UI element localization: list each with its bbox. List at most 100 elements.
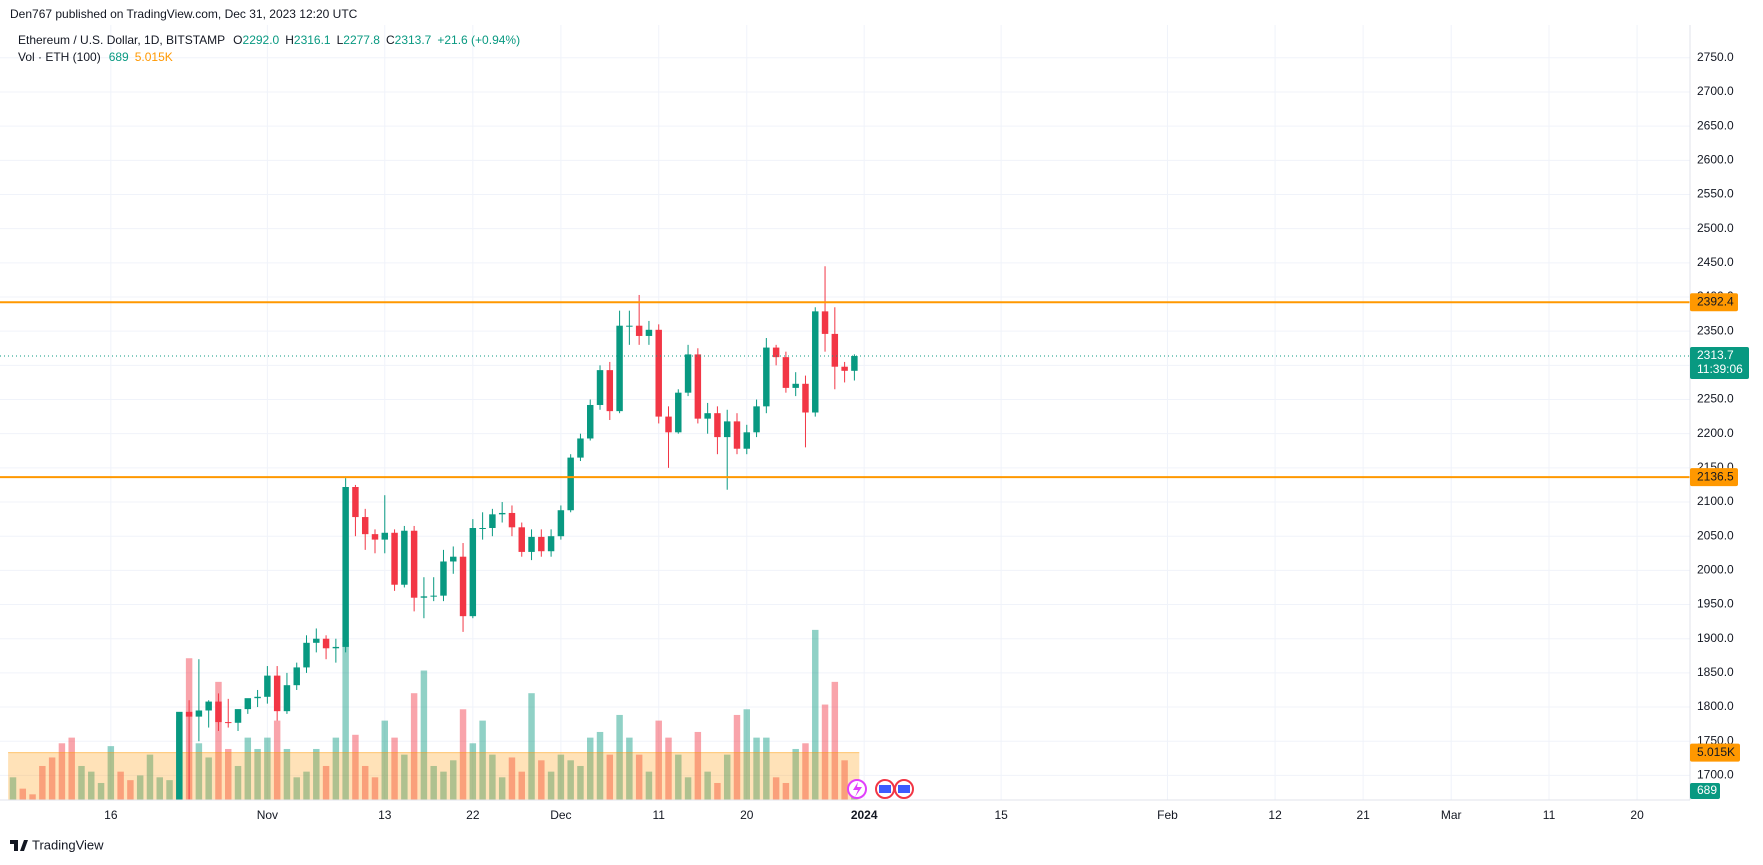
- x-tick-label: 11: [652, 808, 665, 822]
- candle-body: [694, 354, 702, 419]
- volume-bar: [166, 780, 173, 800]
- volume-bar: [802, 743, 809, 800]
- volume-bar: [518, 771, 525, 800]
- legend-field-value: 2277.8: [343, 33, 380, 47]
- candle-body: [29, 821, 35, 822]
- candle-body: [479, 527, 486, 529]
- volume-bar: [831, 681, 839, 800]
- volume-bar: [577, 765, 584, 800]
- candle-body: [283, 685, 291, 712]
- volume-bar: [127, 780, 134, 800]
- x-tick-label: 20: [1630, 808, 1644, 822]
- volume-bar: [244, 737, 252, 800]
- volume-bar: [264, 737, 271, 800]
- candle-body: [606, 370, 614, 412]
- candle-body: [234, 709, 242, 723]
- x-tick-label: Nov: [257, 808, 278, 822]
- candle-body: [567, 457, 574, 511]
- candle-body: [645, 329, 653, 336]
- volume-bar: [156, 777, 163, 800]
- axes: 1700.01750.01800.01850.01900.01950.02000…: [104, 50, 1749, 822]
- volume-bar: [430, 765, 437, 800]
- candle-body: [20, 812, 26, 822]
- volume-bar: [557, 754, 565, 800]
- volume-bar: [606, 754, 614, 800]
- volume-bar: [782, 782, 790, 800]
- volume-bar: [322, 765, 330, 800]
- volume-bar: [48, 757, 56, 800]
- y-tick-label: 2500.0: [1697, 221, 1734, 235]
- volume-bar: [29, 794, 36, 800]
- event-icons: [847, 779, 914, 799]
- candle-body: [792, 383, 799, 388]
- candle-body: [391, 532, 398, 585]
- volume-bar: [195, 743, 203, 800]
- volume-bar: [68, 737, 75, 800]
- volume-bar: [381, 720, 389, 800]
- candle-body: [10, 812, 16, 817]
- volume-bar: [723, 754, 731, 800]
- candle-body: [313, 638, 320, 643]
- event-icon-glyph: [879, 785, 891, 793]
- volume-bar: [675, 754, 682, 800]
- candle-body: [469, 527, 477, 617]
- candle-body: [557, 510, 565, 537]
- legend-field-value: 2313.7: [395, 33, 432, 47]
- volume-bar: [792, 748, 799, 800]
- level-tag-label: 2136.5: [1697, 469, 1734, 483]
- candle-body: [157, 825, 163, 841]
- brand-logo: TradingView: [10, 837, 104, 852]
- x-tick-label: Feb: [1157, 808, 1178, 822]
- volume-bar: [234, 765, 242, 800]
- legend-field-value: 2316.1: [294, 33, 331, 47]
- volume-bar: [342, 642, 349, 800]
- candle-body: [361, 517, 369, 535]
- candle-body: [675, 392, 682, 433]
- x-tick-label: 16: [104, 808, 118, 822]
- volume-bar: [254, 748, 261, 800]
- volume-bar: [361, 765, 369, 800]
- volume-bar: [58, 743, 66, 800]
- candle-body: [401, 530, 408, 585]
- candle-body: [322, 638, 330, 649]
- candle-body: [508, 512, 516, 528]
- volume-ma-tag: [1690, 743, 1740, 762]
- volume-bar: [273, 720, 281, 800]
- volume-bar: [78, 765, 85, 800]
- volume-bar: [635, 754, 643, 800]
- volume-bar: [469, 743, 477, 800]
- candle-body: [273, 675, 281, 712]
- y-tick-label: 2450.0: [1697, 255, 1734, 269]
- candle-body: [733, 421, 741, 449]
- level-tag: [1690, 293, 1738, 312]
- candle-body: [489, 514, 496, 528]
- volume-bar: [371, 777, 379, 800]
- x-tick-label: 22: [466, 808, 480, 822]
- last-price-label: 2313.7: [1697, 348, 1734, 362]
- volume-bar: [528, 693, 535, 800]
- volume-bar: [508, 757, 516, 800]
- volume-bar: [567, 760, 574, 800]
- candle-body: [528, 536, 535, 552]
- candle-body: [381, 532, 389, 540]
- grid: [0, 25, 1690, 800]
- candle-body: [498, 512, 506, 515]
- volume-tag: [1690, 783, 1720, 799]
- countdown-label: 11:39:06: [1697, 362, 1743, 376]
- volume-bar: [410, 693, 418, 800]
- volume-bar: [733, 714, 741, 800]
- candle-body: [293, 667, 300, 686]
- y-tick-label: 1900.0: [1697, 631, 1734, 645]
- candle-body: [655, 329, 662, 417]
- y-tick-label: 2050.0: [1697, 528, 1734, 542]
- last-price-tag: [1690, 346, 1749, 379]
- y-tick-label: 2550.0: [1697, 187, 1734, 201]
- candle-body: [684, 354, 692, 393]
- x-tick-label: 21: [1356, 808, 1370, 822]
- y-tick-label: 2700.0: [1697, 84, 1734, 98]
- legend-volume-value: 689: [109, 50, 129, 64]
- candle-body: [215, 701, 222, 723]
- candle-body: [303, 642, 310, 668]
- x-tick-label: 13: [378, 808, 392, 822]
